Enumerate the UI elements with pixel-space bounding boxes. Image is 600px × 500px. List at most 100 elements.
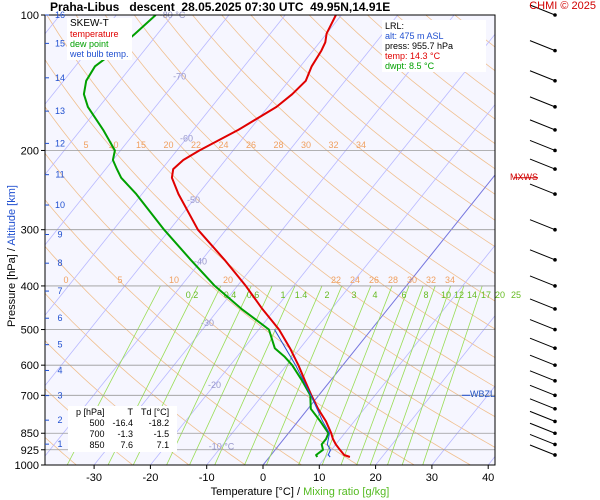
lrl-alt: alt: 475 m ASL xyxy=(385,31,444,41)
zero-isotherm-line xyxy=(262,174,495,465)
wind-barbs xyxy=(462,4,557,457)
lrl-info-box: LRL: alt: 475 m ASL press: 955.7 hPa tem… xyxy=(382,20,486,72)
wind-barb-staff xyxy=(529,119,556,131)
wetbulb-profile-line xyxy=(274,329,331,458)
wind-barb-staff xyxy=(529,410,556,422)
altitude-tick-label: 12 xyxy=(55,138,65,148)
lrl-dwpt: dwpt: 8.5 °C xyxy=(385,61,435,71)
temperature-tick-label: 40 xyxy=(482,472,494,484)
mixing-ratio-label: 10 xyxy=(441,290,451,300)
credit-label: CHMI © 2025 xyxy=(529,0,596,12)
wind-barb-point xyxy=(553,431,557,436)
mixing-ratio-label: 1.4 xyxy=(295,290,308,300)
table-cell: -1.5 xyxy=(153,429,170,439)
levels-table: p [hPa] T Td [°C] 500 -16.4 -18.2 700 -1… xyxy=(68,406,178,452)
wind-barb-point xyxy=(553,48,557,53)
lrl-press: press: 955.7 hPa xyxy=(385,41,454,51)
altitude-tick-label: 2 xyxy=(57,415,62,425)
lrl-temp: temp: 14.3 °C xyxy=(385,51,441,61)
temperature-tick-label: -10 xyxy=(199,472,215,484)
altitude-tick-label: 15 xyxy=(55,38,65,48)
dewpoint-profile-line xyxy=(82,15,330,458)
temperature-tick-label: -30 xyxy=(86,472,102,484)
wind-barb-point xyxy=(553,327,557,332)
wind-barb-staff xyxy=(529,158,556,170)
wind-barb-point xyxy=(553,442,557,447)
table-row: 700 -1.3 -1.5 xyxy=(72,429,173,440)
isotherm-line xyxy=(375,315,495,465)
wind-barb-staff xyxy=(529,96,556,108)
mixing-ratio-label: 1 xyxy=(280,290,285,300)
altitude-tick-label: 1 xyxy=(57,439,62,449)
theta-label: 34 xyxy=(445,275,455,285)
isotherm-label: -40 xyxy=(194,257,207,267)
wind-barb-point xyxy=(553,258,557,262)
dry-adiabat-line xyxy=(104,15,495,359)
wind-barb-point xyxy=(553,192,557,196)
theta-label: 34 xyxy=(356,140,366,150)
wind-barb-point xyxy=(553,406,557,411)
legend-temperature: temperature xyxy=(70,29,119,39)
isotherm-line xyxy=(93,15,455,465)
temperature-tick-label: 10 xyxy=(313,472,325,484)
mixing-ratio-label: 0.2 xyxy=(186,290,199,300)
wind-barb-point xyxy=(553,419,557,424)
theta-label: 28 xyxy=(388,275,398,285)
y-axis-label-altitude: Altitude [km] xyxy=(6,185,18,246)
dry-adiabat-line xyxy=(250,15,495,221)
table-row: 500 -16.4 -18.2 xyxy=(72,418,173,429)
wind-barb-point xyxy=(553,105,557,109)
wind-barb-point xyxy=(553,284,557,288)
wind-barb-staff xyxy=(529,4,556,16)
mixing-ratio-label: 14 xyxy=(467,290,477,300)
legend-title: SKEW-T xyxy=(70,18,109,29)
mixing-ratio-label: 12 xyxy=(454,290,464,300)
mixing-ratio-line xyxy=(321,285,393,465)
mixing-ratio-label: 8 xyxy=(423,290,428,300)
legend: SKEW-T temperature dew point wet bulb te… xyxy=(67,18,132,60)
y-axis-label-pressure: Pressure [hPa] xyxy=(6,254,18,327)
table-header-p: p [hPa] xyxy=(76,407,105,417)
wind-barb-point xyxy=(553,78,557,83)
mixing-ratio-label: 0.4 xyxy=(224,290,237,300)
y-axis-label: Pressure [hPa] / Altitude [km] xyxy=(6,156,18,356)
mixing-ratio-line xyxy=(214,285,296,465)
mixing-ratio-label: 25 xyxy=(511,290,521,300)
altitude-tick-label: 6 xyxy=(57,313,62,323)
theta-label: 10 xyxy=(108,140,118,150)
isotherm-label: -60 xyxy=(180,133,193,143)
isotherm-label: -70 xyxy=(173,72,186,82)
dry-adiabat-line xyxy=(133,15,495,330)
sounding-datetime: 28.05.2025 07:30 UTC xyxy=(181,0,304,14)
temperature-tick-label: 20 xyxy=(369,472,381,484)
pressure-tick-label: 500 xyxy=(21,325,39,337)
plot-frame xyxy=(44,14,496,466)
wind-barb-staff xyxy=(529,219,556,231)
lrl-title: LRL: xyxy=(385,21,405,31)
isotherm-label: -50 xyxy=(187,195,200,205)
isotherms xyxy=(45,15,495,465)
altitude-tick-label: 11 xyxy=(55,170,64,180)
wind-barb-staff xyxy=(529,183,556,195)
isotherm-line xyxy=(45,15,117,105)
theta-label: 32 xyxy=(426,275,436,285)
wind-barb-point xyxy=(553,379,557,383)
altitude-tick-label: 7 xyxy=(57,286,62,296)
theta-label: 20 xyxy=(163,140,173,150)
theta-label: 20 xyxy=(223,275,233,285)
theta-label: 10 xyxy=(169,275,179,285)
mixing-ratio-line xyxy=(356,285,424,465)
wind-barb-staff xyxy=(529,70,556,82)
table-cell: 700 xyxy=(89,429,105,439)
x-axis-label-sep: / xyxy=(293,486,304,498)
mixing-ratio-line xyxy=(298,285,372,465)
pressure-tick-label: 100 xyxy=(21,10,39,22)
mixing-ratio-line xyxy=(422,285,483,465)
pressure-tick-label: 925 xyxy=(21,445,39,457)
chart-header: Praha-Libus descent 28.05.2025 07:30 UTC… xyxy=(50,0,390,14)
altitude-tick-label: 5 xyxy=(57,340,62,350)
table-cell: -18.2 xyxy=(148,418,170,428)
mixing-ratio-line xyxy=(401,285,465,465)
theta-label: 26 xyxy=(369,275,379,285)
